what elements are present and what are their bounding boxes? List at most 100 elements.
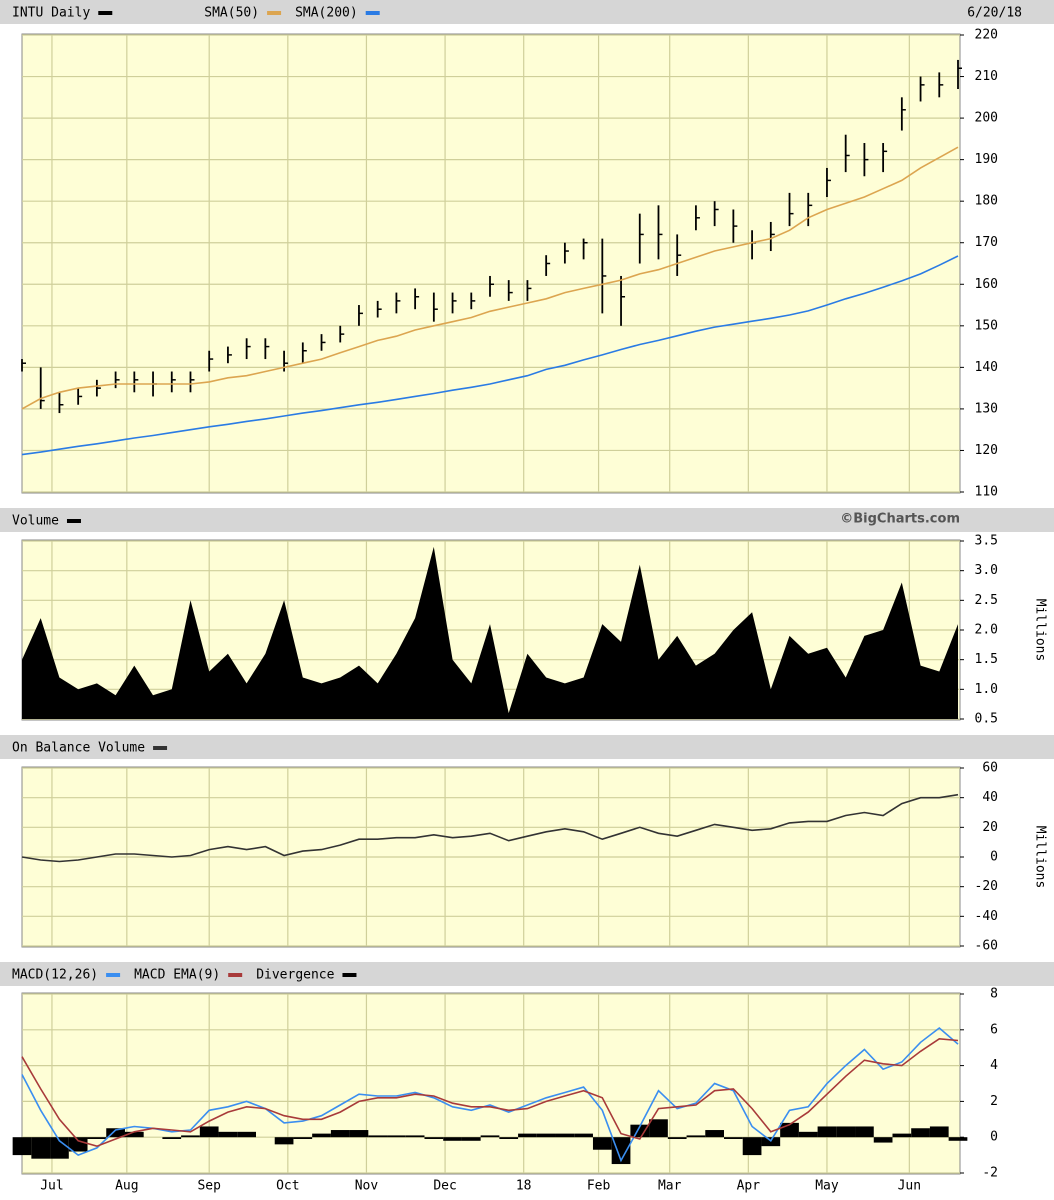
- x-tick-label: Oct: [276, 1179, 299, 1194]
- header-bar: [0, 508, 1054, 532]
- legend-label: INTU Daily: [12, 6, 90, 21]
- date-label: 6/20/18: [967, 6, 1022, 21]
- y-tick-label: 40: [982, 790, 998, 805]
- divergence-bar: [181, 1135, 200, 1138]
- y-tick-label: 1.5: [975, 652, 998, 667]
- y-tick-label: 2.5: [975, 593, 998, 608]
- y-tick-label: 1.0: [975, 682, 998, 697]
- header-bar: [0, 962, 1054, 986]
- y-tick-label: 20: [982, 820, 998, 835]
- divergence-bar: [667, 1137, 687, 1139]
- x-tick-label: Jun: [898, 1179, 921, 1194]
- y-tick-label: 180: [975, 194, 998, 209]
- legend-label: SMA(200): [295, 6, 358, 21]
- divergence-bar: [368, 1135, 388, 1138]
- panel: [0, 508, 1054, 721]
- divergence-bar: [948, 1137, 968, 1141]
- y-tick-label: -20: [975, 879, 998, 894]
- divergence-bar: [218, 1131, 238, 1138]
- y-tick-label: 0: [990, 850, 998, 865]
- y-tick-label: 120: [975, 443, 998, 458]
- divergence-bar: [873, 1137, 893, 1143]
- divergence-bar: [649, 1119, 668, 1138]
- y-tick-label: 0.5: [975, 712, 998, 727]
- divergence-bar: [836, 1126, 856, 1138]
- y-tick-label: 190: [975, 152, 998, 167]
- divergence-bar: [443, 1137, 462, 1141]
- panel: [0, 0, 1054, 494]
- y-tick-label: 2.0: [975, 623, 998, 638]
- y-tick-label: 210: [975, 69, 998, 84]
- y-tick-label: -40: [975, 909, 998, 924]
- divergence-bar: [461, 1137, 481, 1141]
- y-tick-label: 110: [975, 485, 998, 500]
- divergence-bar: [31, 1137, 51, 1159]
- divergence-bar: [742, 1137, 762, 1156]
- header-bar: [0, 0, 1054, 24]
- y-tick-label: 200: [975, 111, 998, 126]
- divergence-bar: [50, 1137, 69, 1159]
- credit: ©BigCharts.com: [840, 512, 960, 527]
- y-tick-label: -2: [982, 1166, 998, 1181]
- plot-background: [21, 33, 961, 494]
- y-tick-label: 6: [990, 1022, 998, 1037]
- y-tick-label: 170: [975, 235, 998, 250]
- divergence-bar: [162, 1137, 182, 1139]
- volume-area: [22, 546, 958, 719]
- divergence-bar: [424, 1137, 444, 1139]
- y-tick-label: -60: [975, 939, 998, 954]
- divergence-bar: [387, 1135, 406, 1138]
- legend-label: SMA(50): [204, 6, 259, 21]
- y-tick-label: 3.5: [975, 534, 998, 549]
- divergence-bar: [555, 1133, 575, 1138]
- x-tick-label: Aug: [115, 1179, 138, 1194]
- divergence-bar: [330, 1130, 350, 1138]
- divergence-bar: [312, 1133, 331, 1138]
- series-line: [21, 1037, 959, 1148]
- y-axis-label: Millions: [1033, 826, 1048, 889]
- x-tick-label: 18: [516, 1179, 532, 1194]
- x-tick-label: Sep: [197, 1179, 221, 1194]
- y-tick-label: 130: [975, 401, 998, 416]
- divergence-bar: [929, 1126, 949, 1138]
- legend-label: Divergence: [256, 968, 334, 983]
- panel: [0, 735, 1054, 948]
- divergence-bar: [405, 1135, 425, 1138]
- legend-label: MACD EMA(9): [134, 968, 220, 983]
- divergence-bar: [106, 1128, 125, 1138]
- plot-background: [21, 992, 961, 1175]
- divergence-bar: [274, 1137, 294, 1145]
- x-tick-label: May: [815, 1179, 839, 1194]
- x-tick-label: Nov: [355, 1179, 379, 1194]
- y-tick-label: 2: [990, 1094, 998, 1109]
- series-line: [21, 255, 959, 456]
- y-tick-label: 220: [975, 28, 998, 43]
- divergence-bar: [68, 1137, 88, 1152]
- divergence-bar: [124, 1131, 144, 1138]
- y-tick-label: 160: [975, 277, 998, 292]
- legend-label: Volume: [12, 514, 59, 529]
- divergence-bar: [499, 1137, 519, 1139]
- y-tick-label: 140: [975, 360, 998, 375]
- divergence-bar: [293, 1137, 313, 1139]
- y-tick-label: 0: [990, 1130, 998, 1145]
- divergence-bar: [892, 1133, 912, 1138]
- divergence-bar: [237, 1131, 256, 1138]
- divergence-bar: [518, 1133, 537, 1138]
- divergence-bar: [574, 1133, 593, 1138]
- y-tick-label: 60: [982, 761, 998, 776]
- y-tick-label: 8: [990, 987, 998, 1002]
- divergence-bar: [705, 1130, 724, 1138]
- divergence-bar: [611, 1137, 631, 1165]
- divergence-bar: [480, 1135, 500, 1138]
- x-tick-label: Apr: [737, 1179, 761, 1194]
- legend-label: MACD(12,26): [12, 968, 98, 983]
- y-tick-label: 4: [990, 1058, 998, 1073]
- divergence-bar: [911, 1128, 930, 1138]
- divergence-bar: [199, 1126, 219, 1138]
- divergence-bar: [592, 1137, 612, 1150]
- x-tick-label: Mar: [658, 1179, 682, 1194]
- panel: [0, 962, 1054, 1175]
- x-tick-label: Dec: [433, 1179, 456, 1194]
- divergence-bar: [686, 1135, 706, 1138]
